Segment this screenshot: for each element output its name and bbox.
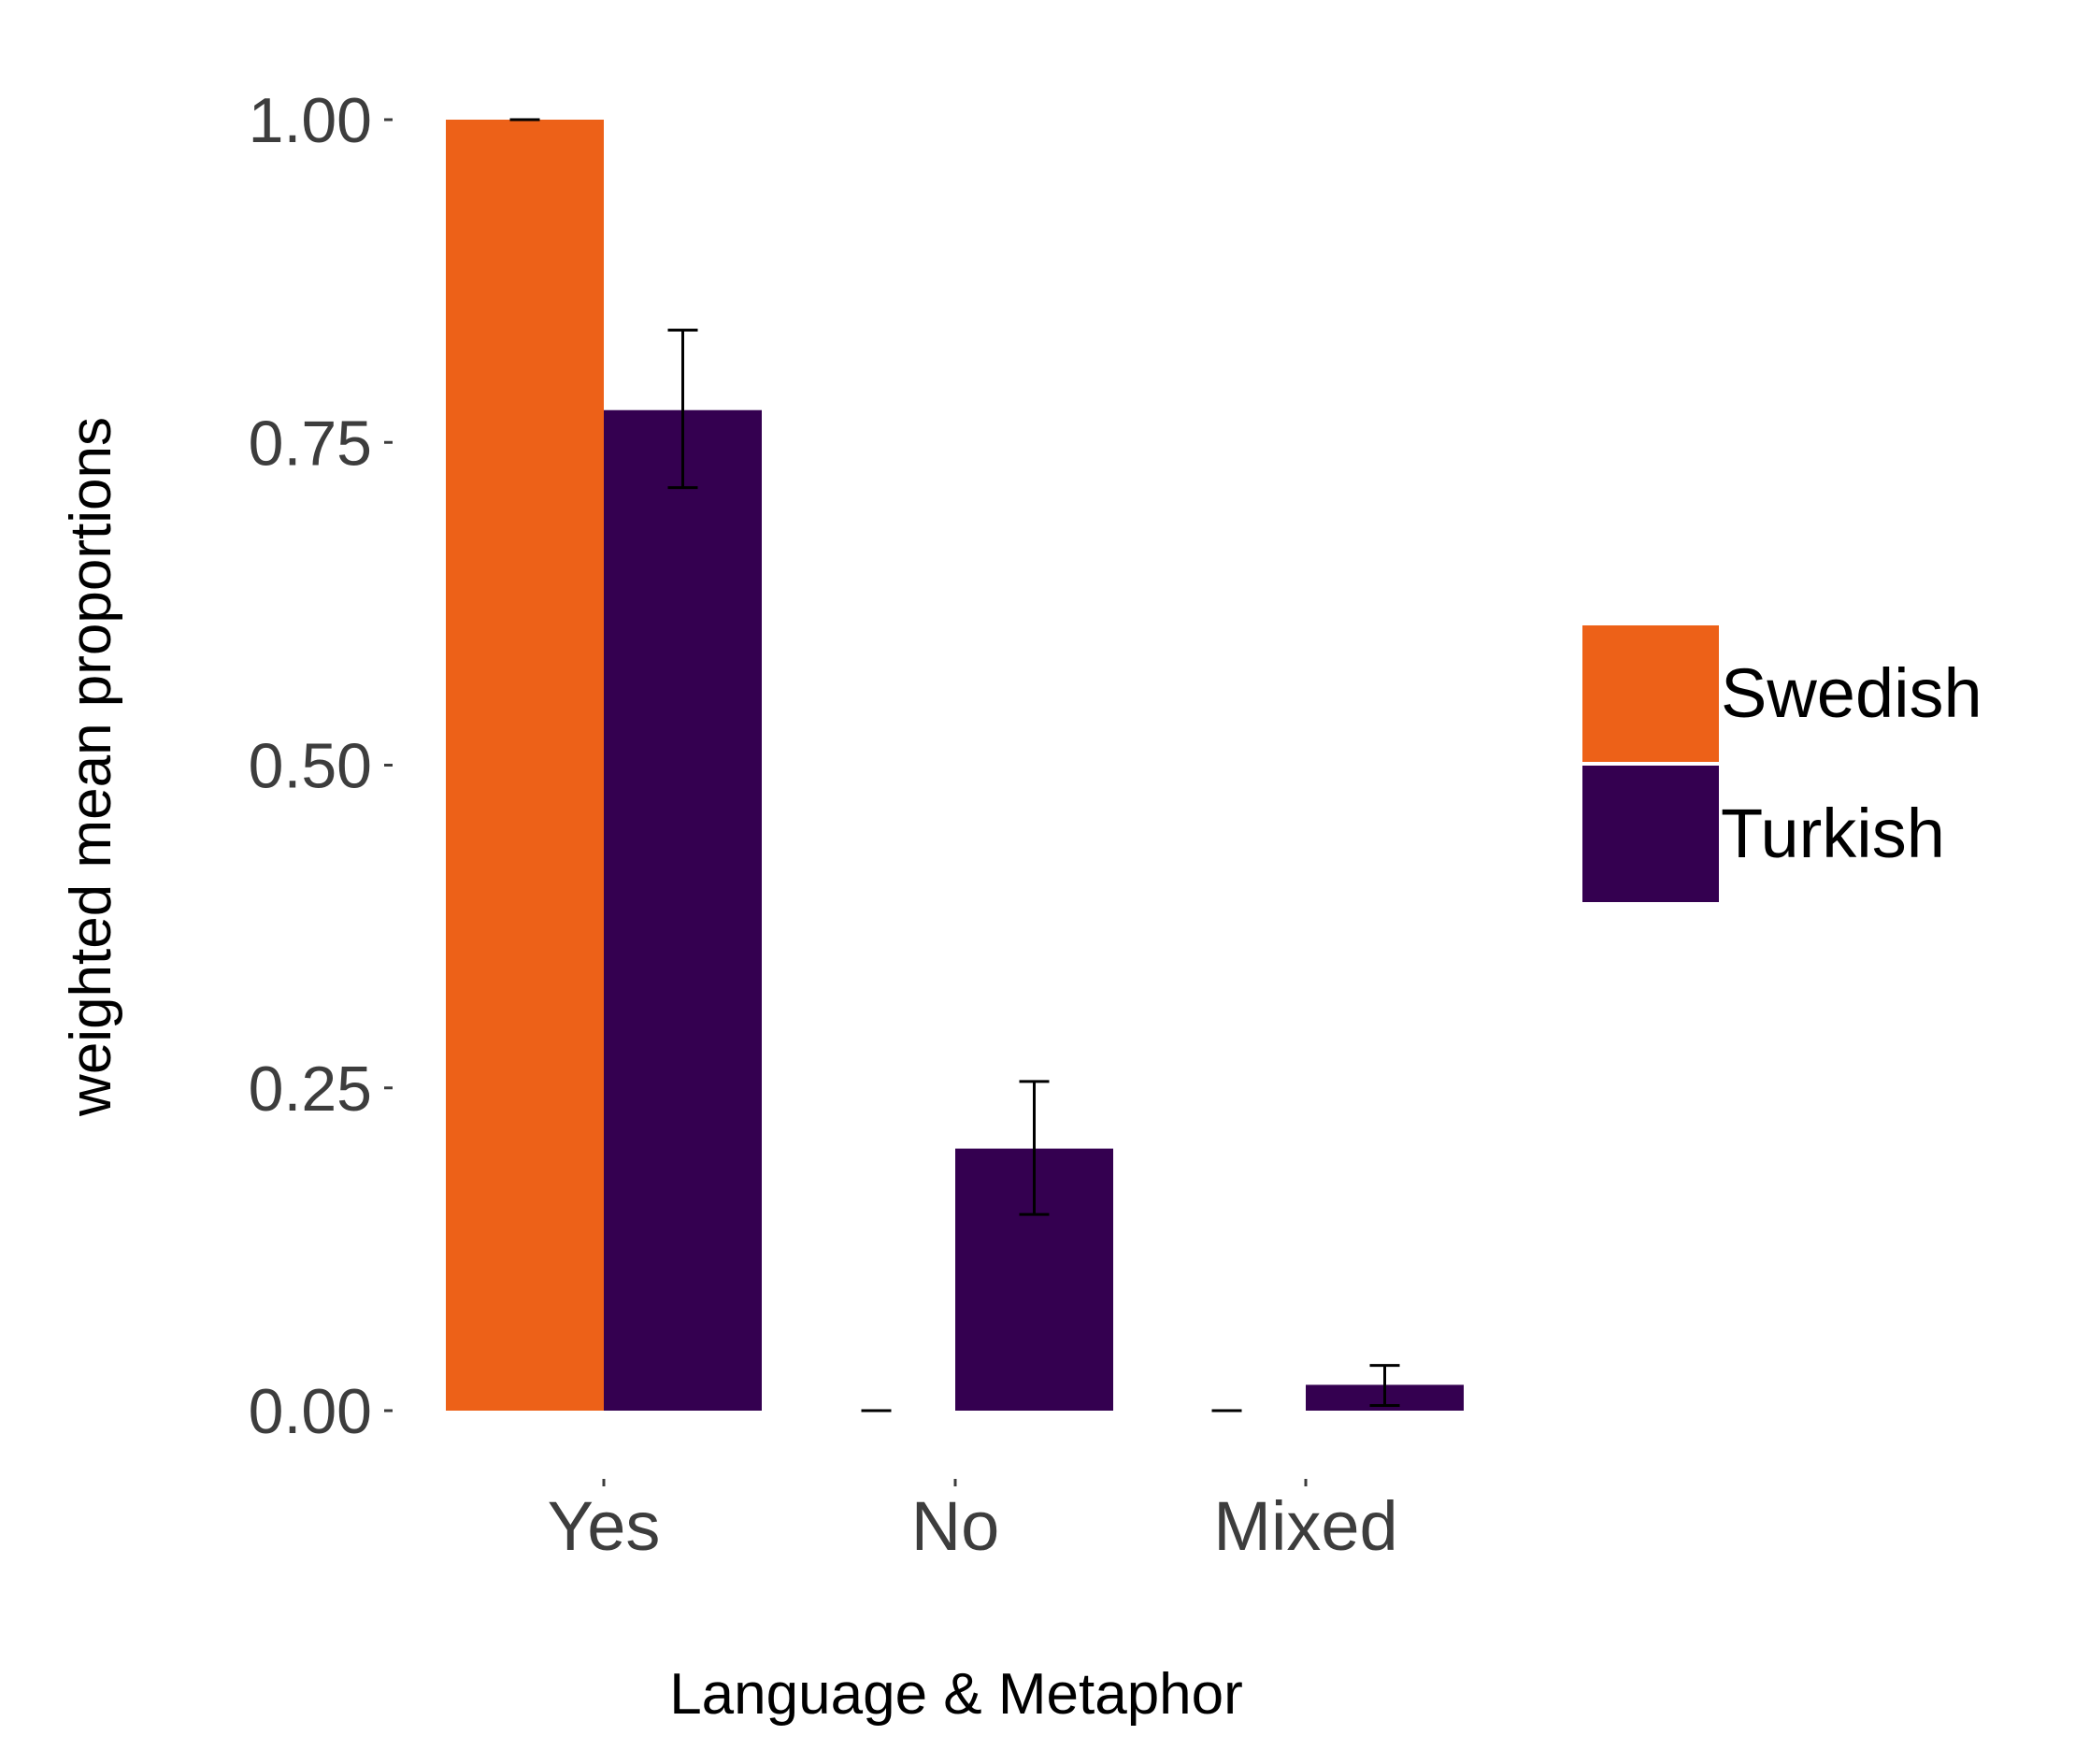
x-axis-title: Language & Metaphor <box>669 1662 1243 1727</box>
y-tick-label: 0.75 <box>249 408 372 479</box>
error-bar-turkish-mixed <box>1369 1364 1400 1407</box>
legend-key-swedish <box>1582 625 1719 762</box>
legend: Swedish Turkish <box>1582 625 1982 902</box>
legend-label-swedish: Swedish <box>1721 654 1982 732</box>
bars <box>446 120 1464 1412</box>
x-tick-label: No <box>911 1487 1000 1565</box>
y-axis: 0.00 0.25 0.50 0.75 1.00 <box>249 85 393 1447</box>
legend-key-turkish <box>1582 766 1719 902</box>
legend-label-turkish: Turkish <box>1721 795 1945 872</box>
y-axis-title: weighted mean proportions <box>59 417 123 1117</box>
y-tick-label: 1.00 <box>249 85 372 156</box>
y-tick-label: 0.25 <box>249 1054 372 1125</box>
x-tick-label: Mixed <box>1213 1487 1397 1565</box>
y-tick-label: 0.00 <box>249 1376 372 1447</box>
x-tick-label: Yes <box>548 1487 661 1565</box>
y-tick-label: 0.50 <box>249 731 372 802</box>
error-bar-turkish-yes <box>667 328 698 490</box>
error-bar-turkish-no <box>1019 1080 1050 1216</box>
error-bars <box>509 118 1400 1413</box>
bar-turkish-yes <box>604 409 762 1412</box>
bar-swedish-yes <box>446 120 604 1411</box>
x-axis: Yes No Mixed <box>548 1479 1398 1565</box>
